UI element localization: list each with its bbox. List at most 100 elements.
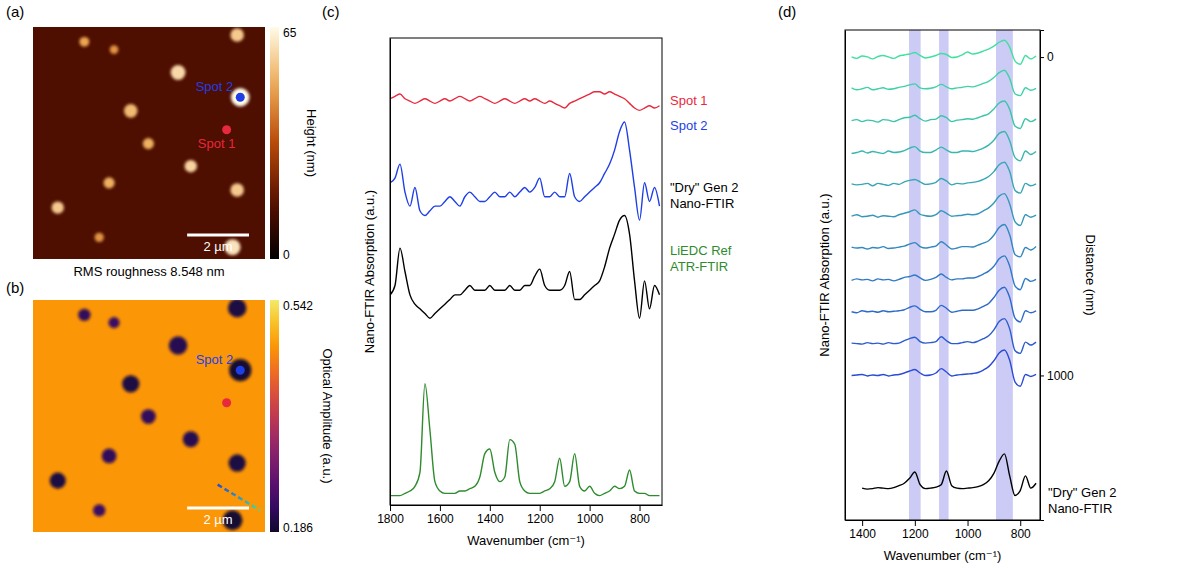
line-scan [218,485,260,511]
series-label-line: LiEDC Ref [670,243,732,258]
tick: 1600 [427,505,454,526]
grain [230,28,244,42]
tick-mark [490,505,491,511]
series-label-line: Spot 1 [670,93,708,108]
tick: 800 [630,505,650,526]
tick-label: 1200 [902,527,929,541]
tick-mark [540,505,541,511]
series-label-line: Nano-FTIR [1048,501,1112,516]
tick-mark [640,505,641,511]
colorbar-tick-label: 0.542 [283,299,313,313]
series-line [852,350,1036,386]
panel-label: (a) [6,3,24,20]
tick: 1000 [955,520,982,541]
spot [236,93,245,102]
caption: RMS roughness 8.548 nm [73,264,224,279]
x-axis-title: Wavenumber (cm⁻¹) [467,533,585,548]
series-label-line: Spot 2 [670,118,708,133]
colorbar [270,300,279,532]
page-background [0,0,1191,573]
colorbar-label: Height (nm) [304,109,319,177]
series-line [852,40,1036,64]
grain [169,336,188,355]
tick: 1400 [477,505,504,526]
tick: 1000 [577,505,604,526]
plot-area [390,92,660,496]
tick-label: 1000 [577,512,604,526]
tick: 1000 [1040,369,1074,383]
tick-label: 1400 [849,527,876,541]
grain [230,183,244,197]
grain [93,504,105,516]
tick-mark [440,505,441,511]
tick-label: 1200 [527,512,554,526]
tick: 1200 [527,505,554,526]
grain [141,409,156,424]
series-label: "Dry" Gen 2Nano-FTIR [670,180,738,211]
y-axis-title: Nano-FTIR Absorption (a.u.) [817,193,832,356]
scale-bar-label: 2 µm [203,239,232,254]
tick: 1800 [377,505,404,526]
series-label: "Dry" Gen 2Nano-FTIR [1048,485,1116,516]
panel-label: (c) [322,3,340,20]
grain [108,317,119,328]
tick-label: 0 [1047,50,1054,64]
scale-bar [187,234,249,237]
tick: 800 [1011,520,1031,541]
colorbar-tick-label: 0 [283,248,290,262]
image-area [33,27,265,259]
series-label: Spot 1 [670,93,708,108]
spot [236,366,245,375]
series-line [852,256,1036,290]
grain [183,431,199,447]
series-line [852,225,1036,257]
series-line [852,70,1036,95]
grain [124,104,138,118]
tick-mark [1020,520,1021,526]
grain [79,37,89,47]
tick-mark [862,520,863,526]
series-label-line: ATR-FTIR [670,259,728,274]
series-label-line: "Dry" Gen 2 [1048,485,1116,500]
series-line [852,194,1036,226]
series-label: LiEDC RefATR-FTIR [670,243,732,274]
tick: 1400 [849,520,876,541]
axis-line [390,39,391,506]
spot-label: Spot 2 [196,352,234,367]
tick-label: 1600 [427,512,454,526]
series-label-line: Nano-FTIR [670,196,734,211]
axis-line [845,31,846,521]
series-line [852,162,1036,193]
grain [104,177,115,188]
figure-root: Spot 2 Spot 1 2 µm 0 65 Height (nm) RMS roughn… [0,0,1191,573]
tick-label: 1400 [477,512,504,526]
grain [122,375,139,392]
tick-mark [1040,57,1044,58]
colorbar-label: Optical Amplitude (a.u.) [320,348,335,483]
colorbar-tick-label: 65 [283,26,297,40]
panel-label: (b) [6,279,24,296]
grain [95,233,104,242]
tick-mark [1040,375,1044,376]
colorbar [270,27,279,259]
scale-bar [187,507,249,510]
y-axis [845,31,846,521]
series-line [390,122,660,220]
colorbar-tick-label: 0.186 [283,521,313,535]
series-line [390,92,660,111]
series-line [852,287,1036,322]
grain [231,88,250,107]
panel-label: (d) [778,3,796,20]
grain [50,473,66,489]
spot [222,398,231,407]
tick-label: 1000 [955,527,982,541]
series-line [852,131,1036,160]
tick: 0 [1040,50,1054,64]
x-axis: 1800 1600 1400 1200 1000 800 [377,505,662,526]
y-axis-title: Nano-FTIR Absorption (a.u.) [362,190,377,353]
tick-mark [590,505,591,511]
x-axis: 1400 1200 1000 800 [846,520,1041,541]
grain [171,65,186,80]
grain [102,448,117,463]
grain [143,138,154,149]
